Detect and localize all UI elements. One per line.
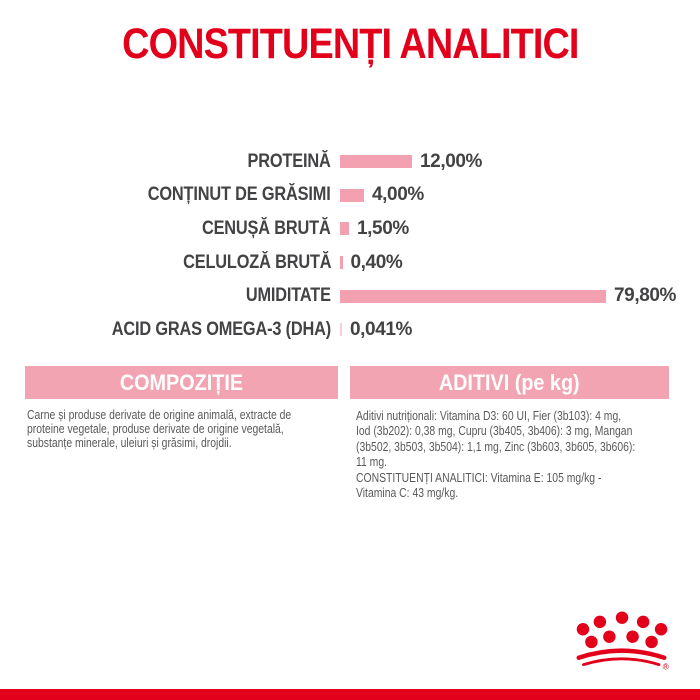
footer-red-bar — [0, 689, 700, 700]
bar — [340, 155, 412, 169]
bar-label: CONȚINUT DE GRĂSIMI — [148, 184, 331, 206]
bar — [340, 289, 606, 303]
bar-label: CENUȘĂ BRUTĂ — [202, 217, 331, 239]
chart-row: PROTEINĂ 12,00% — [0, 145, 700, 179]
bar — [340, 188, 364, 202]
royal-canin-crown-icon: ® — [574, 610, 669, 676]
chart-row: UMIDITATE 79,80% — [0, 279, 700, 313]
svg-text:®: ® — [663, 661, 669, 671]
bar-value: 1,50% — [357, 217, 409, 239]
bar — [340, 323, 342, 337]
bar-label: UMIDITATE — [246, 285, 331, 307]
composition-body-text: Carne și produse derivate de origine ani… — [27, 407, 292, 451]
chart-row: CELULOZĂ BRUTĂ 0,40% — [0, 246, 700, 280]
additives-section-header: ADITIVI (pe kg) — [350, 366, 669, 399]
bar-value: 79,80% — [614, 285, 677, 307]
bar-value: 0,041% — [350, 318, 413, 340]
bar — [340, 222, 349, 236]
page-title: CONSTITUENȚI ANALITICI — [0, 20, 700, 69]
bar-value: 12,00% — [420, 150, 483, 172]
chart-row: ACID GRAS OMEGA-3 (DHA) 0,041% — [0, 313, 700, 347]
bar-label: CELULOZĂ BRUTĂ — [182, 251, 331, 273]
chart-row: CENUȘĂ BRUTĂ 1,50% — [0, 212, 700, 246]
chart-row: CONȚINUT DE GRĂSIMI 4,00% — [0, 179, 700, 213]
composition-section-header: COMPOZIȚIE — [25, 366, 338, 399]
bar-label: PROTEINĂ — [247, 150, 331, 172]
bar-value: 4,00% — [372, 184, 424, 206]
bar-value: 0,40% — [350, 251, 403, 273]
page-title-text: CONSTITUENȚI ANALITICI — [121, 20, 579, 68]
bar-label: ACID GRAS OMEGA-3 (DHA) — [111, 318, 332, 340]
bar — [340, 256, 343, 270]
analytical-constituents-chart: PROTEINĂ 12,00% CONȚINUT DE GRĂSIMI 4,00… — [0, 145, 700, 347]
additives-body-text: Aditivi nutriționali: Vitamina D3: 60 UI… — [356, 408, 636, 501]
